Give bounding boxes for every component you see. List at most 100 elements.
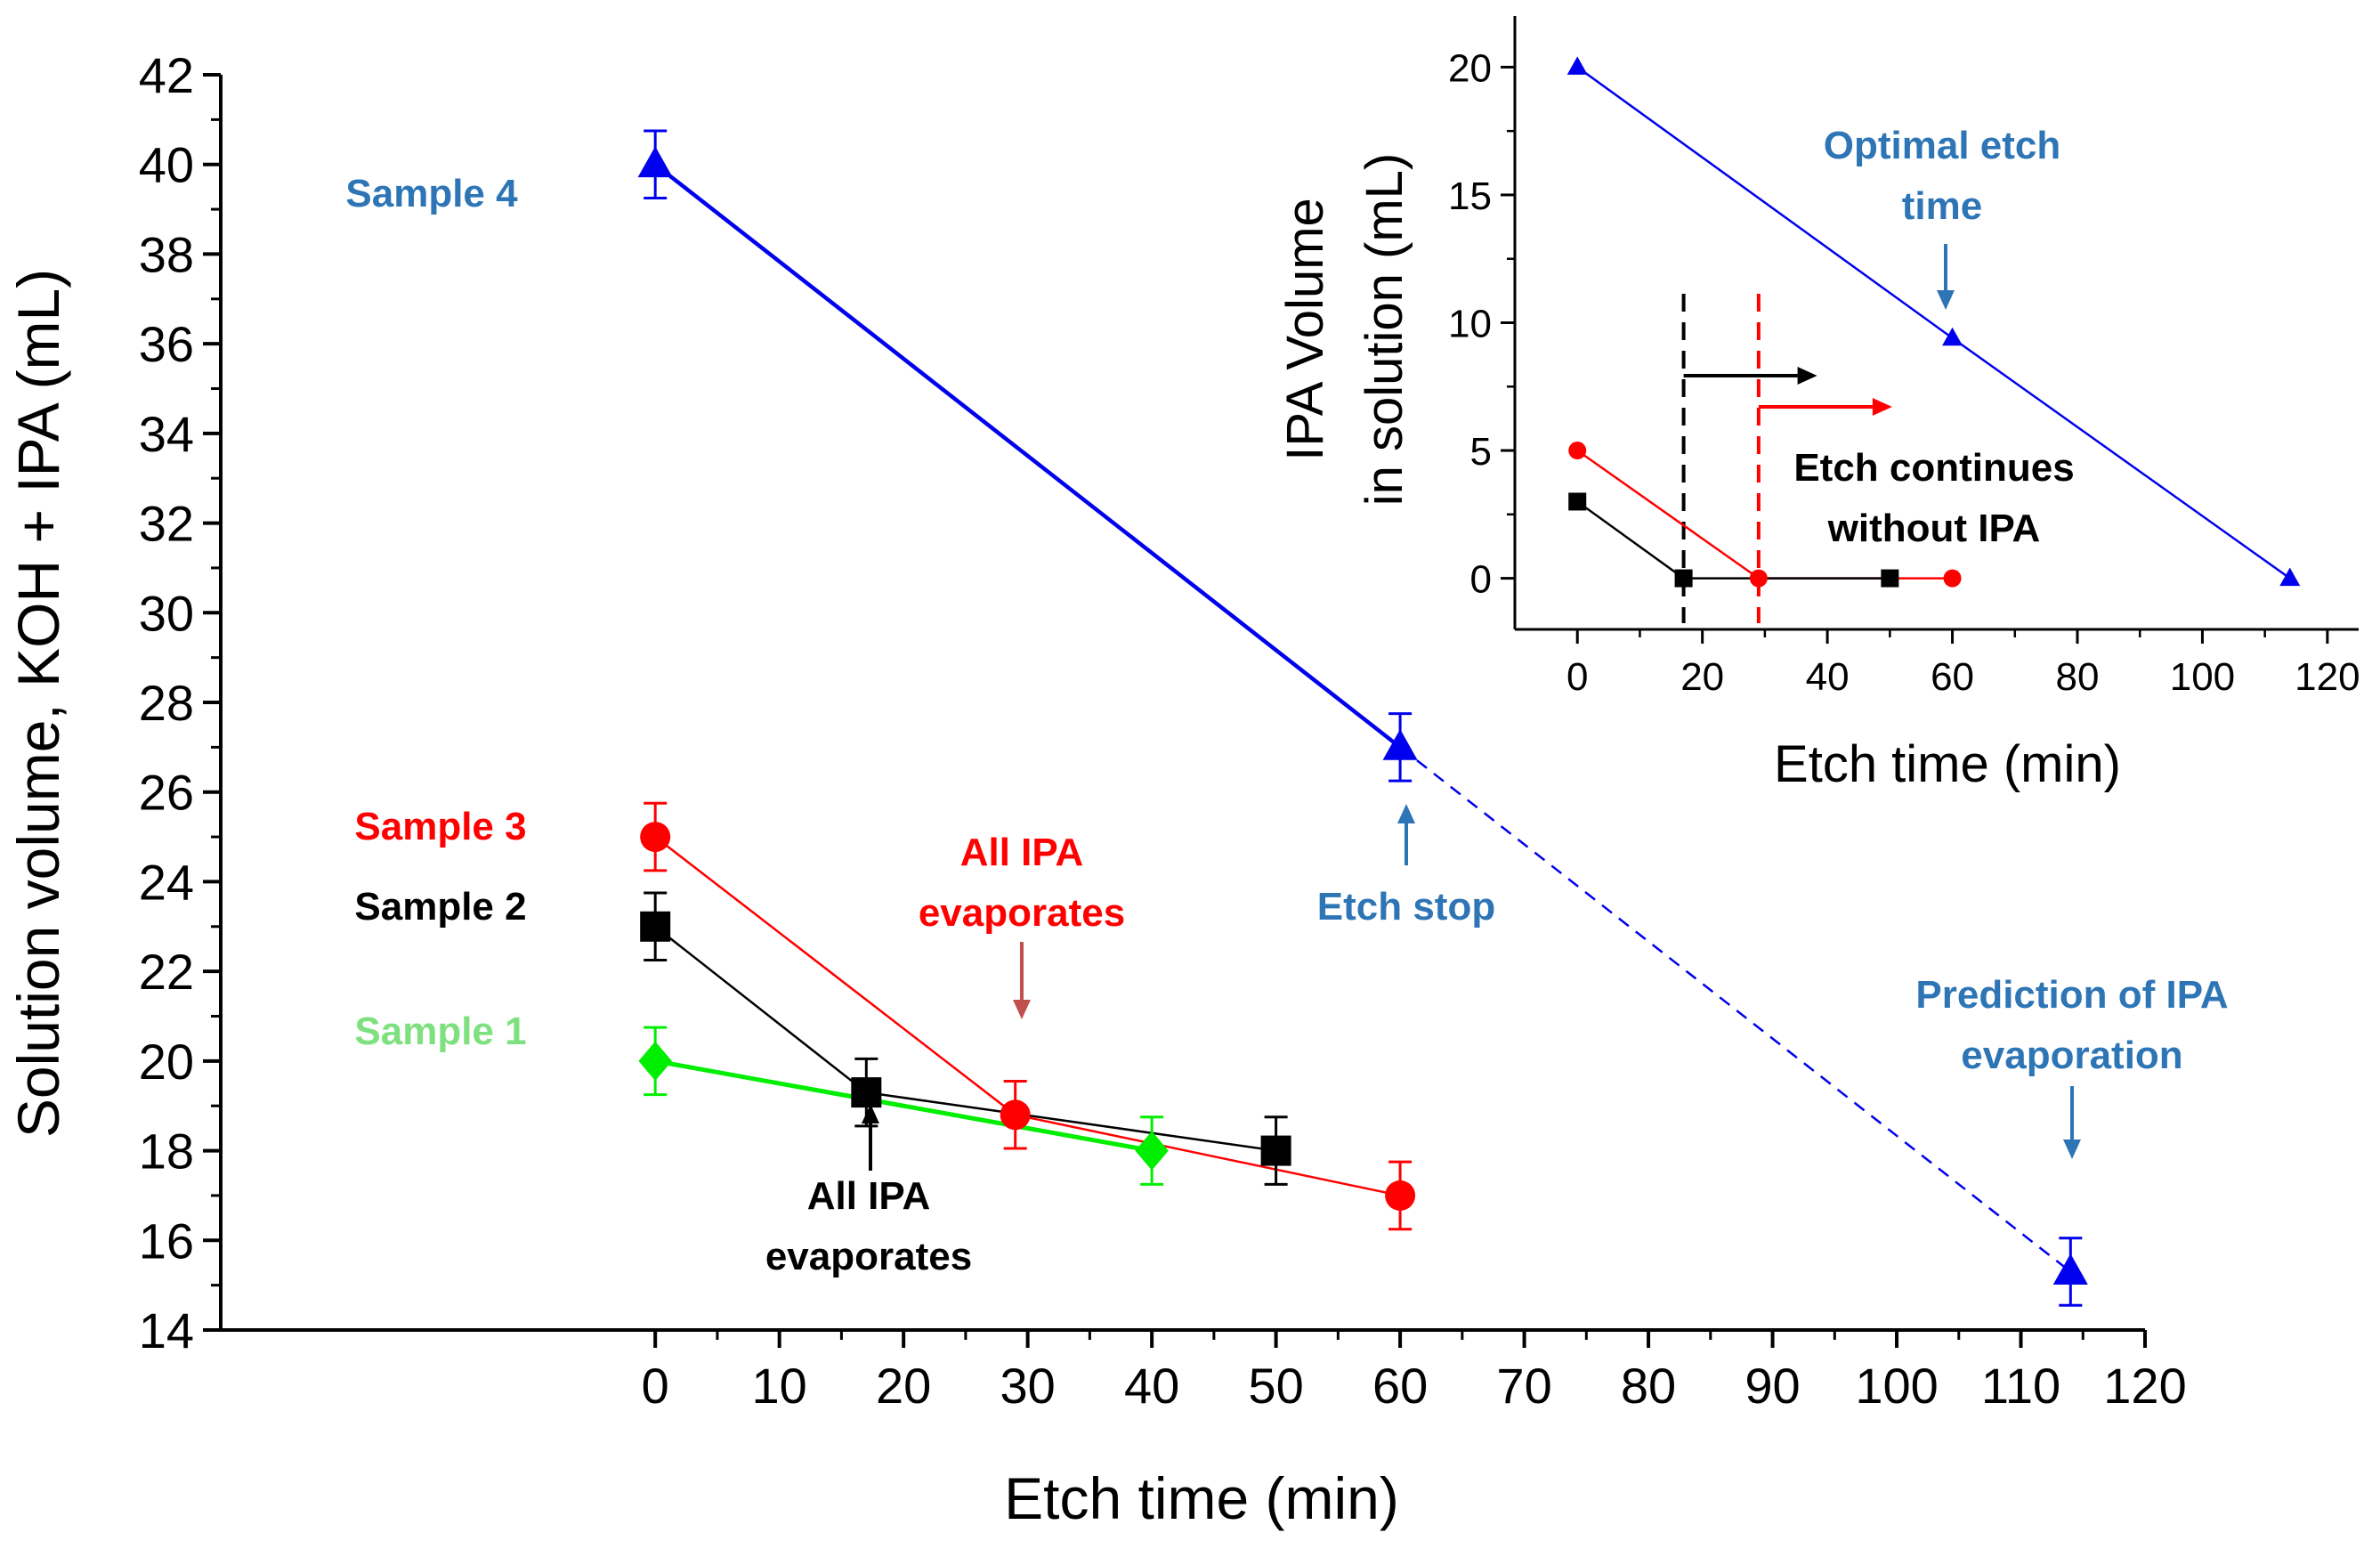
series-points-sample-3 [640, 801, 1416, 1231]
y-tick-label: 40 [139, 137, 194, 193]
inset-y-tick-label: 20 [1448, 46, 1492, 90]
arrow-red-evaporates-head [1013, 1000, 1031, 1019]
annotation-sample-1-3: Sample 1 [354, 1010, 526, 1053]
annotation-evaporation-10: evaporation [1961, 1034, 2182, 1077]
y-tick-label: 14 [139, 1302, 194, 1359]
annotation-prediction-of-ipa-9: Prediction of IPA [1915, 973, 2228, 1017]
data-point-sample-4 [637, 146, 673, 178]
annotation-sample-2-2: Sample 2 [354, 885, 526, 929]
data-point-sample-2 [1260, 1135, 1291, 1166]
inset-y-tick-label: 5 [1470, 430, 1492, 474]
inset-data-point-sample-4 [2279, 567, 2301, 587]
series-sample-1 [654, 1058, 1153, 1154]
y-tick-label: 26 [139, 765, 194, 821]
inset-y-tick-label: 0 [1470, 558, 1492, 602]
x-tick-label: 100 [1855, 1358, 1938, 1414]
x-tick-label: 60 [1372, 1358, 1428, 1414]
y-tick-label: 36 [139, 316, 194, 372]
inset-data-point-sample-2 [1881, 569, 1899, 588]
inset-data-point-sample-3 [1568, 442, 1587, 460]
y-tick-label: 34 [139, 406, 194, 462]
series-points-sample-4 [637, 129, 1418, 783]
inset-x-tick-label: 40 [1806, 655, 1850, 699]
data-point-sample-2 [640, 911, 671, 942]
arrow-etch-stop [1397, 804, 1415, 865]
y-tick-label: 38 [139, 226, 194, 282]
series-points-sample-1 [638, 1026, 1169, 1186]
x-tick-label: 120 [2103, 1358, 2186, 1414]
series-points-sample-4-prediction [2052, 1237, 2088, 1307]
arrow-etch-stop-head [1397, 804, 1415, 823]
series-sample-4 [653, 162, 1402, 750]
inset-plot: 0 20 40 60 80 100 120 0 5 10 15 20 Etch time (min) IP… [1276, 16, 2360, 793]
inset-series-points-sample-4 [1566, 56, 2301, 587]
y-tick-label: 22 [139, 944, 194, 1000]
x-tick-label: 70 [1496, 1358, 1551, 1414]
arrow-prediction [2063, 1086, 2081, 1159]
inset-data-point-sample-3 [1749, 569, 1768, 588]
inset-data-point-sample-4 [1942, 327, 1963, 346]
inset-x-tick-label: 20 [1680, 655, 1724, 699]
arrow-black-evaporates-head [862, 1104, 879, 1123]
inset-y-tick-label: 15 [1448, 174, 1492, 218]
inset-x-tick-label: 80 [2056, 655, 2100, 699]
main-plot: 0 10 20 30 40 50 60 70 80 90 100 110 120141618202224… [5, 47, 2229, 1531]
series-points-sample-2 [640, 891, 1291, 1186]
series-sample-4-prediction [1399, 746, 2072, 1273]
x-axis-title: Etch time (min) [1004, 1465, 1399, 1531]
series-line-sample-4-prediction [1399, 746, 2072, 1273]
series-line-sample-4 [653, 162, 1402, 750]
inset-data-point-sample-3 [1943, 569, 1962, 588]
y-tick-label: 24 [139, 854, 194, 910]
annotation-sample-4-0: Sample 4 [345, 172, 518, 215]
data-point-sample-1 [638, 1041, 672, 1081]
inset-x-tick-label: 100 [2170, 655, 2235, 699]
data-point-sample-4-prediction [2052, 1253, 2088, 1285]
x-tick-label: 10 [752, 1358, 807, 1414]
inset-x-tick-label: 120 [2295, 655, 2360, 699]
annotation-all-ipa-6: All IPA [807, 1174, 931, 1218]
y-tick-label: 32 [139, 496, 194, 552]
y-tick-label: 42 [139, 47, 194, 103]
arrow-red-evaporates [1013, 942, 1031, 1019]
inset-annotation-time: time [1902, 184, 1982, 228]
inset-data-point-sample-2 [1568, 492, 1587, 511]
series-line-sample-1 [654, 1058, 1153, 1154]
inset-x-tick-label: 60 [1931, 655, 1974, 699]
x-tick-label: 90 [1745, 1358, 1800, 1414]
inset-y-tick-label: 10 [1448, 303, 1492, 346]
inset-y-axis-title-line2: in solution (mL) [1356, 153, 1413, 506]
x-tick-label: 20 [876, 1358, 931, 1414]
data-point-sample-4 [1382, 728, 1418, 760]
y-tick-label: 18 [139, 1123, 194, 1180]
x-tick-label: 0 [642, 1358, 669, 1414]
inset-annotation-optimal-etch: Optimal etch [1824, 124, 2061, 167]
data-point-sample-3 [640, 822, 671, 853]
data-point-sample-2 [851, 1077, 882, 1108]
x-tick-label: 80 [1621, 1358, 1676, 1414]
x-tick-label: 50 [1248, 1358, 1303, 1414]
inset-arrow-optimal-head [1937, 290, 1955, 310]
inset-arrow-black-head [1797, 367, 1817, 385]
inset-arrow-black [1683, 367, 1817, 385]
annotation-etch-stop-8: Etch stop [1317, 885, 1495, 929]
arrow-black-evaporates [862, 1104, 879, 1171]
inset-series-points-sample-2 [1568, 492, 1899, 588]
x-tick-label: 40 [1124, 1358, 1179, 1414]
annotation-all-ipa-4: All IPA [960, 831, 1084, 874]
annotation-evaporates-7: evaporates [765, 1235, 972, 1278]
inset-arrow-optimal [1937, 244, 1955, 310]
data-point-sample-3 [1000, 1099, 1031, 1131]
inset-x-tick-label: 0 [1566, 655, 1588, 699]
inset-y-axis-title-line1: IPA Volume [1276, 198, 1334, 461]
inset-arrow-red-head [1872, 398, 1892, 416]
annotation-evaporates-5: evaporates [919, 891, 1125, 935]
inset-data-point-sample-4 [1566, 56, 1588, 75]
inset-x-axis-title: Etch time (min) [1774, 735, 2121, 793]
y-tick-label: 20 [139, 1034, 194, 1090]
y-tick-label: 30 [139, 585, 194, 641]
inset-series-points-sample-3 [1568, 442, 1962, 588]
y-axis-title: Solution volume, KOH + IPA (mL) [5, 269, 71, 1138]
y-tick-label: 16 [139, 1213, 194, 1269]
